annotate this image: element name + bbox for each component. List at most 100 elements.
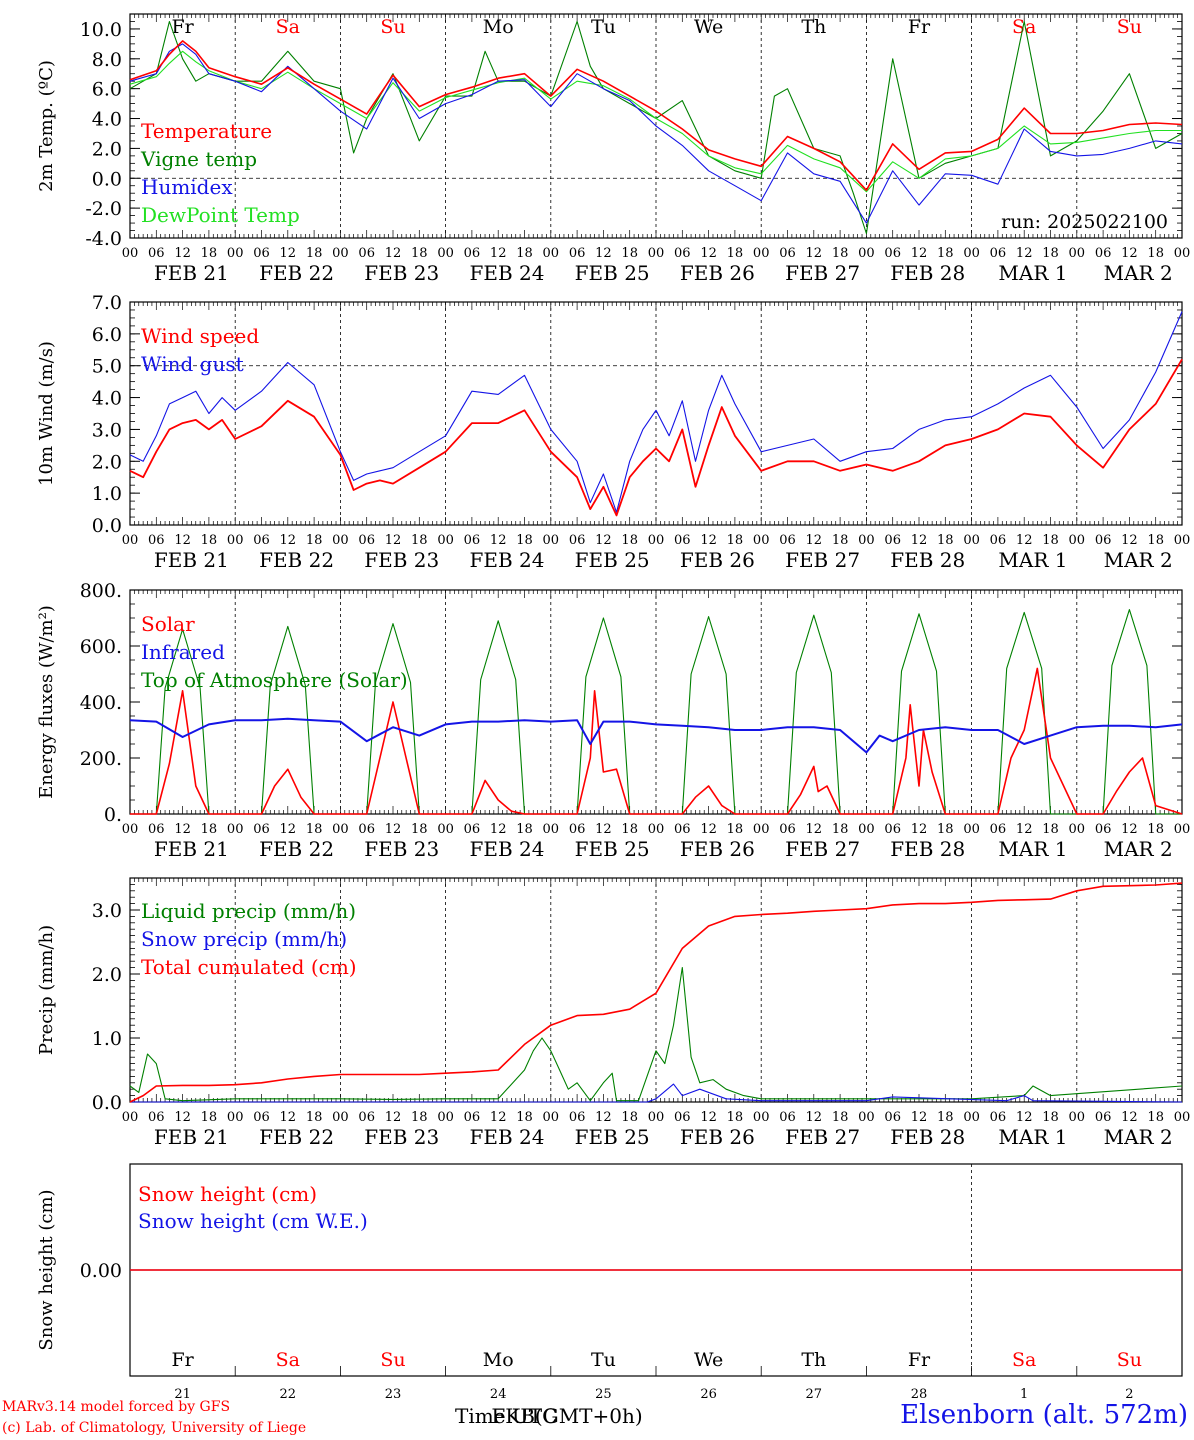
- date-label: FEB 24: [469, 548, 544, 572]
- hour-tick-label: 18: [727, 1110, 744, 1125]
- day-number-label: 23: [385, 1387, 402, 1402]
- date-label: FEB 26: [680, 1125, 755, 1149]
- hour-tick-label: 00: [332, 822, 349, 837]
- hour-tick-label: 12: [595, 822, 612, 837]
- weekday-label-top: Fr: [908, 16, 931, 38]
- hour-tick-label: 18: [411, 822, 428, 837]
- legend-entry: Wind gust: [141, 352, 244, 376]
- hour-tick-label: 00: [858, 1110, 875, 1125]
- date-label: FEB 25: [575, 837, 650, 861]
- hour-tick-label: 06: [464, 246, 481, 261]
- day-number-label: 24: [490, 1387, 507, 1402]
- hour-tick-label: 06: [990, 1110, 1007, 1125]
- hour-tick-label: 06: [1095, 1110, 1112, 1125]
- hour-tick-label: 06: [253, 822, 270, 837]
- date-label: FEB 25: [575, 261, 650, 285]
- hour-tick-label: 06: [990, 822, 1007, 837]
- weekday-label-top: Sa: [1012, 16, 1036, 38]
- y-tick-label: 6.0: [92, 324, 122, 346]
- hour-tick-label: 00: [1174, 246, 1191, 261]
- hour-tick-label: 06: [148, 1110, 165, 1125]
- legend-entry: Total cumulated (cm): [141, 955, 357, 979]
- y-tick-label: 6.0: [92, 79, 122, 101]
- hour-tick-label: 18: [937, 1110, 954, 1125]
- hour-tick-label: 00: [122, 1110, 139, 1125]
- legend-entry: Snow height (cm): [138, 1182, 317, 1206]
- date-label: FEB 23: [364, 261, 439, 285]
- date-label: FEB 23: [364, 837, 439, 861]
- y-tick-label: 3.0: [92, 900, 122, 922]
- hour-tick-label: 06: [569, 822, 586, 837]
- hour-tick-label: 12: [174, 246, 191, 261]
- hour-tick-label: 12: [595, 533, 612, 548]
- hour-tick-label: 12: [595, 1110, 612, 1125]
- hour-tick-label: 18: [832, 533, 849, 548]
- hour-tick-label: 12: [911, 533, 928, 548]
- hour-tick-label: 00: [753, 246, 770, 261]
- panel-frame-3: [129, 589, 1183, 815]
- hour-tick-label: 18: [516, 1110, 533, 1125]
- day-number-label: 22: [280, 1387, 297, 1402]
- weekday-label-top: Fr: [171, 16, 194, 38]
- hour-tick-label: 18: [832, 1110, 849, 1125]
- hour-tick-label: 06: [253, 1110, 270, 1125]
- y-tick-label: 400.: [80, 692, 122, 714]
- hour-tick-label: 18: [411, 1110, 428, 1125]
- weekday-label-top: Sa: [276, 16, 300, 38]
- weekday-label-top: Su: [380, 16, 405, 38]
- hour-tick-label: 18: [516, 533, 533, 548]
- hour-tick-label: 18: [1147, 533, 1164, 548]
- hour-tick-label: 06: [779, 533, 796, 548]
- hour-tick-label: 06: [779, 246, 796, 261]
- hour-tick-label: 00: [543, 246, 560, 261]
- y-tick-label: 800.: [80, 580, 122, 602]
- hour-tick-label: 00: [1174, 822, 1191, 837]
- hour-tick-label: 06: [884, 822, 901, 837]
- date-label: MAR 2: [1104, 837, 1173, 861]
- hour-tick-label: 12: [490, 822, 507, 837]
- hour-tick-label: 18: [306, 533, 323, 548]
- legend-entry: DewPoint Temp: [141, 203, 300, 227]
- hour-tick-label: 00: [1069, 533, 1086, 548]
- hour-tick-label: 18: [1147, 822, 1164, 837]
- day-number-label: 27: [806, 1387, 823, 1402]
- date-label: MAR 2: [1104, 261, 1173, 285]
- credit-model: MARv3.14 model forced by GFS: [2, 1399, 231, 1415]
- run-label: run: 2025022100: [1001, 211, 1168, 233]
- hour-tick-label: 06: [569, 533, 586, 548]
- weekday-label-bottom: We: [694, 1349, 723, 1371]
- hour-tick-label: 00: [543, 533, 560, 548]
- hour-tick-label: 18: [411, 533, 428, 548]
- y-tick-label: 0.0: [92, 515, 122, 537]
- date-label: MAR 1: [998, 837, 1067, 861]
- date-label: FEB 22: [259, 837, 334, 861]
- date-label: FEB 22: [259, 1125, 334, 1149]
- series-line-temperature: [129, 40, 1183, 191]
- hour-tick-label: 06: [148, 246, 165, 261]
- hour-tick-label: 06: [779, 1110, 796, 1125]
- y-tick-label: 2.0: [92, 138, 122, 160]
- hour-tick-label: 12: [174, 533, 191, 548]
- date-label: FEB 27: [785, 261, 860, 285]
- hour-tick-label: 00: [1069, 822, 1086, 837]
- series-line-humidex: [129, 43, 1183, 224]
- date-label: FEB 21: [154, 261, 229, 285]
- date-label: MAR 1: [998, 261, 1067, 285]
- hour-tick-label: 18: [306, 822, 323, 837]
- y-tick-label: 1.0: [92, 1028, 122, 1050]
- y-tick-label: 1.0: [92, 483, 122, 505]
- weekday-label-bottom: Su: [1117, 1349, 1142, 1371]
- legend-entry: Snow height (cm W.E.): [138, 1209, 368, 1233]
- date-label: FEB 21: [154, 1125, 229, 1149]
- hour-tick-label: 12: [806, 1110, 823, 1125]
- y-tick-label: -2.0: [85, 198, 122, 220]
- y-tick-label: 200.: [80, 748, 122, 770]
- hour-tick-label: 06: [569, 1110, 586, 1125]
- hour-tick-label: 06: [674, 822, 691, 837]
- y-tick-label: 5.0: [92, 356, 122, 378]
- y-tick-label: 7.0: [92, 292, 122, 314]
- hour-tick-label: 06: [990, 533, 1007, 548]
- hour-tick-label: 06: [358, 1110, 375, 1125]
- y-tick-label: 4.0: [92, 109, 122, 131]
